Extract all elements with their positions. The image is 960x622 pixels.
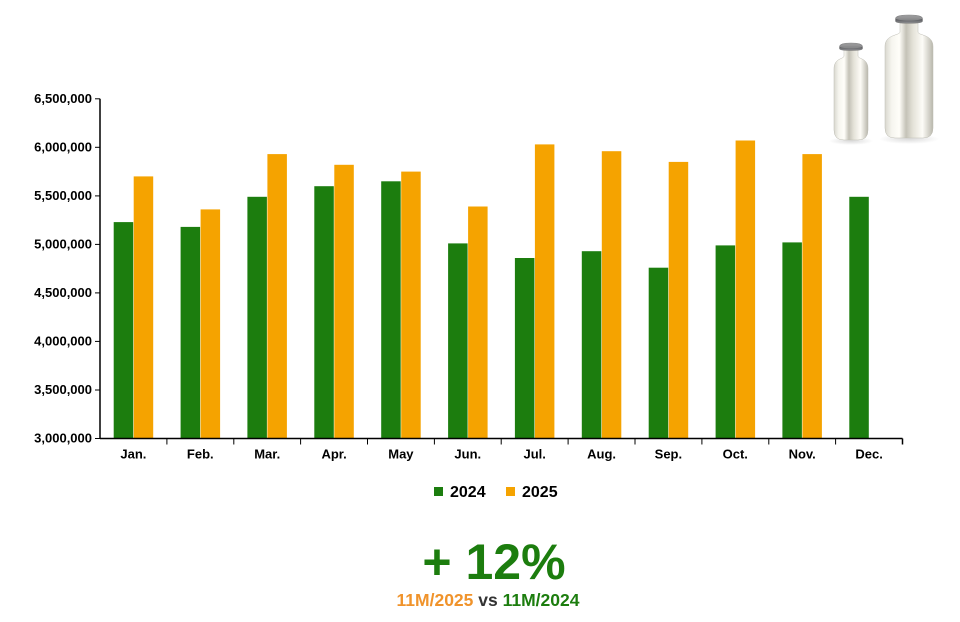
svg-text:Jun.: Jun. xyxy=(454,447,481,462)
svg-text:3,000,000: 3,000,000 xyxy=(34,431,92,446)
svg-text:4,500,000: 4,500,000 xyxy=(34,285,92,300)
svg-text:4,000,000: 4,000,000 xyxy=(34,333,92,348)
svg-text:5,000,000: 5,000,000 xyxy=(34,236,92,251)
svg-text:Jan.: Jan. xyxy=(120,447,146,462)
svg-text:Sep.: Sep. xyxy=(655,447,682,462)
svg-text:Aug.: Aug. xyxy=(587,447,616,462)
svg-text:May: May xyxy=(388,447,414,462)
svg-text:Jul.: Jul. xyxy=(523,447,545,462)
svg-text:Feb.: Feb. xyxy=(187,447,214,462)
svg-text:Apr.: Apr. xyxy=(321,447,346,462)
svg-text:Dec.: Dec. xyxy=(855,447,882,462)
svg-text:6,500,000: 6,500,000 xyxy=(34,91,92,106)
svg-text:5,500,000: 5,500,000 xyxy=(34,188,92,203)
svg-text:Mar.: Mar. xyxy=(254,447,280,462)
svg-text:Nov.: Nov. xyxy=(789,447,816,462)
svg-text:3,500,000: 3,500,000 xyxy=(34,382,92,397)
svg-text:6,000,000: 6,000,000 xyxy=(34,139,92,154)
svg-text:Oct.: Oct. xyxy=(723,447,748,462)
